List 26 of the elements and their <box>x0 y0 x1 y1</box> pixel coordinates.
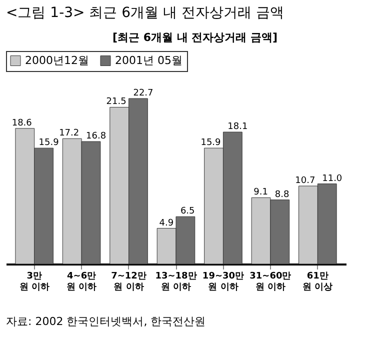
data-label: 11.0 <box>322 174 342 184</box>
data-label: 18.6 <box>12 118 32 128</box>
chart-subtitle: [최근 6개월 내 전자상거래 금액] <box>111 30 279 45</box>
data-label: 17.2 <box>59 128 80 139</box>
data-label: 15.9 <box>200 138 222 148</box>
x-tick-label: 13~18만 원 이하 <box>155 272 197 292</box>
data-label: 10.7 <box>295 176 316 186</box>
data-label: 22.7 <box>133 88 154 98</box>
x-tick-label: 7~12만 원 이하 <box>111 272 146 292</box>
legend-label: 2001년 05월 <box>115 54 182 67</box>
data-label: 4.9 <box>159 218 174 228</box>
x-tick-label: 19~30만 원 이하 <box>202 272 244 292</box>
x-tick-label: 31~60만 원 이하 <box>250 272 292 292</box>
data-label: 21.5 <box>106 97 126 108</box>
data-label: 18.1 <box>228 122 248 132</box>
data-label: 6.5 <box>180 206 195 217</box>
data-label: 16.8 <box>86 132 106 142</box>
legend-label: 2000년12월 <box>25 54 89 67</box>
x-tick-label: 4~6만 원 이하 <box>66 272 97 292</box>
data-label: 8.8 <box>274 190 290 200</box>
data-label: 9.1 <box>254 188 268 198</box>
text: 자료: 2002 한국인터넷백서, 한국전산원 <box>5 314 207 330</box>
chart-title: <그림 1-3> 최근 6개월 내 전자상거래 금액 <box>5 4 285 22</box>
x-tick-label: 61만 원 이상 <box>302 272 333 292</box>
x-tick-label: 3만 원 이하 <box>19 272 50 292</box>
data-label: 15.9 <box>38 138 60 148</box>
